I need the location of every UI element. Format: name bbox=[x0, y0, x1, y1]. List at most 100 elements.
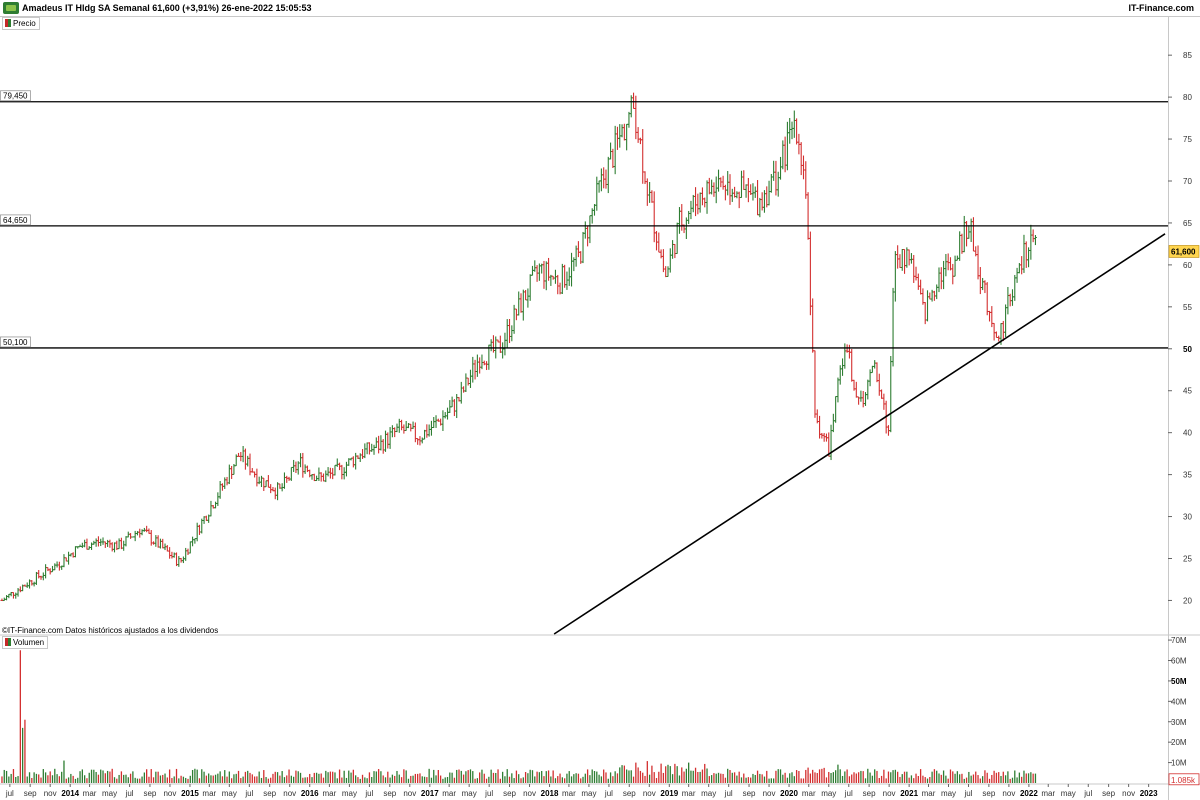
volume-bars bbox=[1, 650, 1037, 783]
volume-y-axis: 10M 20M 30M 40M 50M 60M 70M 1.085k bbox=[1168, 636, 1200, 786]
x-tick-label: mar bbox=[802, 789, 816, 798]
price-bars bbox=[0, 92, 1037, 602]
x-tick-label: sep bbox=[743, 789, 756, 798]
x-tick-label: may bbox=[1061, 789, 1076, 798]
x-tick-label: nov bbox=[883, 789, 896, 798]
x-tick-label: may bbox=[342, 789, 357, 798]
x-tick-label: jul bbox=[844, 789, 853, 798]
x-tick-label: may bbox=[581, 789, 596, 798]
x-tick-label: jul bbox=[964, 789, 973, 798]
x-tick-label: 2014 bbox=[61, 789, 79, 798]
x-tick-label: jul bbox=[5, 789, 14, 798]
price-tick-label: 85 bbox=[1183, 51, 1192, 60]
volume-tick-label: 20M bbox=[1171, 738, 1187, 747]
x-tick-label: nov bbox=[523, 789, 536, 798]
chart-title: Amadeus IT Hldg SA Semanal 61,600 (+3,91… bbox=[22, 3, 312, 13]
x-tick-label: sep bbox=[143, 789, 156, 798]
x-tick-label: 2016 bbox=[301, 789, 319, 798]
last-volume-tag bbox=[1168, 773, 1200, 786]
x-tick-label: sep bbox=[263, 789, 276, 798]
volume-tick-label: 40M bbox=[1171, 697, 1187, 706]
price-tick-label: 20 bbox=[1183, 596, 1192, 605]
price-panel bbox=[0, 17, 1200, 800]
x-tick-label: sep bbox=[1102, 789, 1115, 798]
volume-tick-label: 10M bbox=[1171, 759, 1187, 768]
x-tick-label: jul bbox=[125, 789, 134, 798]
level-label: 64,650 bbox=[3, 216, 28, 225]
x-tick-label: 2015 bbox=[181, 789, 199, 798]
horizontal-levels: 79,450 64,650 50,100 bbox=[0, 90, 1168, 349]
volume-legend-swatch bbox=[5, 638, 11, 646]
x-tick-label: jul bbox=[244, 789, 253, 798]
copyright-icon: © bbox=[2, 626, 8, 635]
x-tick-label: 2021 bbox=[900, 789, 918, 798]
price-tick-label: 25 bbox=[1183, 555, 1192, 564]
x-tick-label: jul bbox=[1083, 789, 1092, 798]
price-tick-label: 70 bbox=[1183, 177, 1192, 186]
x-tick-label: mar bbox=[83, 789, 97, 798]
price-tick-label: 35 bbox=[1183, 471, 1192, 480]
x-tick-label: nov bbox=[283, 789, 296, 798]
x-tick-label: nov bbox=[1122, 789, 1135, 798]
x-tick-label: 2020 bbox=[780, 789, 798, 798]
price-tick-label: 40 bbox=[1183, 429, 1192, 438]
app-logo-icon bbox=[3, 2, 19, 14]
last-volume-value: 1.085k bbox=[1171, 776, 1196, 785]
level-label: 50,100 bbox=[3, 338, 28, 347]
x-tick-label: jul bbox=[604, 789, 613, 798]
x-tick-label: may bbox=[941, 789, 956, 798]
x-tick-label: may bbox=[462, 789, 477, 798]
x-tick-label: may bbox=[222, 789, 237, 798]
x-tick-label: nov bbox=[44, 789, 57, 798]
price-legend-label: Precio bbox=[13, 19, 36, 28]
price-legend-swatch bbox=[5, 19, 11, 27]
level-label-box bbox=[0, 336, 31, 348]
x-tick-label: nov bbox=[763, 789, 776, 798]
x-tick-label: 2017 bbox=[421, 789, 439, 798]
x-tick-label: mar bbox=[1041, 789, 1055, 798]
level-label-box bbox=[0, 214, 31, 226]
x-tick-label: mar bbox=[682, 789, 696, 798]
x-tick-label: sep bbox=[503, 789, 516, 798]
x-tick-label: mar bbox=[323, 789, 337, 798]
x-tick-label: nov bbox=[403, 789, 416, 798]
price-legend[interactable]: Precio bbox=[2, 17, 40, 30]
trendline bbox=[553, 233, 1166, 635]
volume-tick-label: 70M bbox=[1171, 636, 1187, 645]
x-tick-label: may bbox=[701, 789, 716, 798]
date-x-axis: jul sep nov 2014 mar may jul sep nov 2015 mar may ju… bbox=[5, 784, 1158, 798]
level-label: 79,450 bbox=[3, 92, 28, 101]
trendline-path bbox=[553, 233, 1166, 635]
price-tick-label: 50 bbox=[1183, 345, 1192, 354]
price-tick-label: 55 bbox=[1183, 303, 1192, 312]
x-tick-label: 2019 bbox=[660, 789, 678, 798]
data-credit-text: IT-Finance.com Datos históricos ajustado… bbox=[7, 626, 219, 635]
x-tick-label: sep bbox=[982, 789, 995, 798]
x-tick-label: mar bbox=[442, 789, 456, 798]
price-tick-label: 75 bbox=[1183, 135, 1192, 144]
volume-legend[interactable]: Volumen bbox=[2, 636, 49, 649]
x-tick-label: 2023 bbox=[1140, 789, 1158, 798]
price-tick-label: 65 bbox=[1183, 219, 1192, 228]
price-tick-label: 30 bbox=[1183, 513, 1192, 522]
volume-legend-label: Volumen bbox=[13, 638, 45, 647]
price-tick-label: 45 bbox=[1183, 387, 1192, 396]
price-y-axis: 20 25 30 35 40 45 50 55 60 65 70 75 80 85 61,600 bbox=[1168, 51, 1200, 605]
x-tick-label: may bbox=[102, 789, 117, 798]
price-tick-label: 80 bbox=[1183, 93, 1192, 102]
x-tick-label: 2018 bbox=[541, 789, 559, 798]
price-tick-label: 60 bbox=[1183, 261, 1192, 270]
brand-name[interactable]: IT-Finance.com bbox=[1128, 3, 1194, 13]
chart-header: Amadeus IT Hldg SA Semanal 61,600 (+3,91… bbox=[0, 0, 1200, 17]
volume-tick-label: 30M bbox=[1171, 718, 1187, 727]
data-credit: ©IT-Finance.com Datos históricos ajustad… bbox=[2, 626, 218, 635]
x-tick-label: sep bbox=[24, 789, 37, 798]
x-tick-label: jul bbox=[724, 789, 733, 798]
last-price-value: 61,600 bbox=[1171, 247, 1196, 256]
x-tick-label: nov bbox=[643, 789, 656, 798]
x-tick-label: may bbox=[821, 789, 836, 798]
x-tick-label: mar bbox=[922, 789, 936, 798]
x-tick-label: jul bbox=[364, 789, 373, 798]
x-tick-label: nov bbox=[163, 789, 176, 798]
